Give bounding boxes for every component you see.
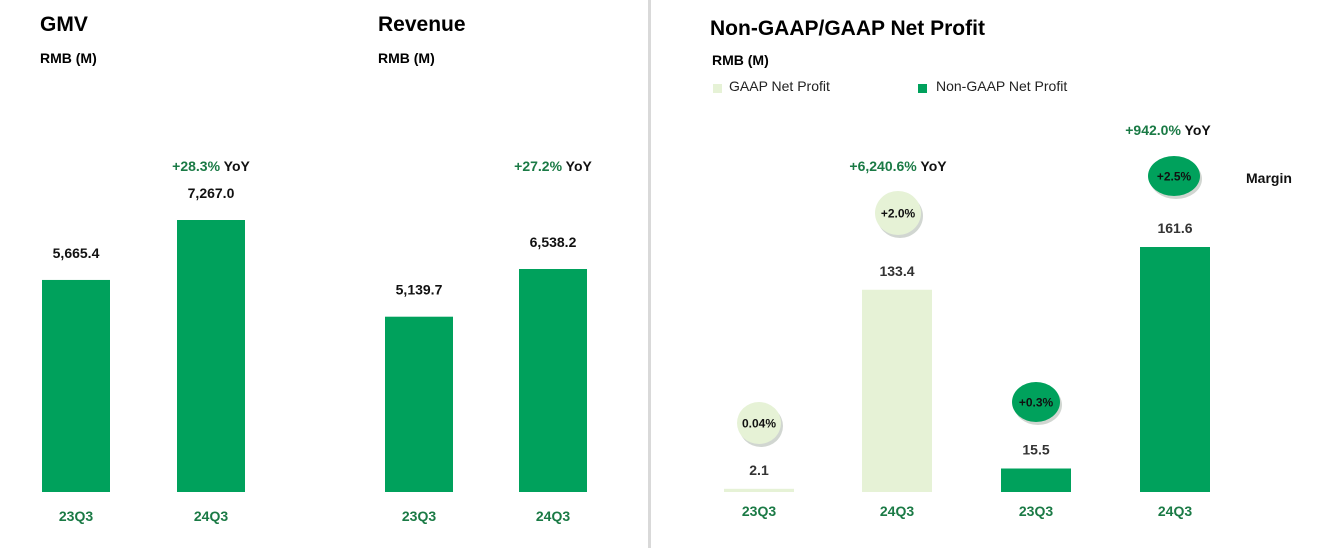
net-profit-unit: RMB (M) [712,52,769,68]
gmv-value-label: 7,267.0 [188,185,235,201]
gmv-title: GMV [40,13,88,36]
gaap-category-label: 24Q3 [880,503,914,519]
gaap-margin-bubble-24q3-label: +2.0% [881,207,916,221]
revenue-value-label: 5,139.7 [396,282,443,298]
revenue-bar-24q3 [519,269,587,492]
net-profit-title: Non-GAAP/GAAP Net Profit [710,17,985,40]
non-gaap-bar-24q3 [1140,247,1210,492]
revenue-category-label: 24Q3 [536,508,570,524]
gaap-margin-bubble-23q3 [737,402,781,444]
gaap-margin-bubble-24q3 [875,191,921,235]
non-gaap-category-label: 24Q3 [1158,503,1192,519]
gaap-value-label: 2.1 [749,462,769,478]
revenue-title: Revenue [378,13,466,36]
panel-divider [648,0,651,548]
legend-label-gaap: GAAP Net Profit [729,78,830,94]
gaap-margin-bubble-23q3-label: 0.04% [742,417,776,431]
non-gaap-bar-23q3 [1001,468,1071,492]
gmv-category-label: 24Q3 [194,508,228,524]
non-gaap-value-label: 15.5 [1022,442,1049,458]
gmv-bar-23q3 [42,279,110,492]
gaap-bar-23q3 [724,488,794,492]
gmv-bar-24q3 [177,220,245,492]
gmv-unit: RMB (M) [40,50,97,66]
gaap-bar-24q3 [862,289,932,492]
non-gaap-margin-bubble-24q3 [1148,156,1200,196]
gaap-category-label: 23Q3 [742,503,776,519]
gmv-value-label: 5,665.4 [53,245,100,261]
non-gaap-margin-bubble-23q3-label: +0.3% [1019,396,1054,410]
non-gaap-value-label: 161.6 [1157,220,1192,236]
revenue-yoy-label: +27.2% YoY [514,158,592,174]
non-gaap-margin-bubble-24q3-label: +2.5% [1157,170,1192,184]
gmv-yoy-label: +28.3% YoY [172,158,250,174]
non-gaap-margin-bubble-23q3 [1012,382,1060,422]
gaap-yoy-label: +6,240.6% YoY [849,158,947,174]
margin-caption: Margin [1246,170,1292,186]
revenue-value-label: 6,538.2 [530,234,577,250]
gmv-category-label: 23Q3 [59,508,93,524]
legend-label-non-gaap: Non-GAAP Net Profit [936,78,1068,94]
revenue-bar-23q3 [385,316,453,492]
non-gaap-category-label: 23Q3 [1019,503,1053,519]
revenue-unit: RMB (M) [378,50,435,66]
legend-swatch-gaap [713,84,722,93]
revenue-category-label: 23Q3 [402,508,436,524]
legend-swatch-non-gaap [918,84,927,93]
non-gaap-yoy-label: +942.0% YoY [1125,122,1211,138]
gaap-value-label: 133.4 [879,263,914,279]
